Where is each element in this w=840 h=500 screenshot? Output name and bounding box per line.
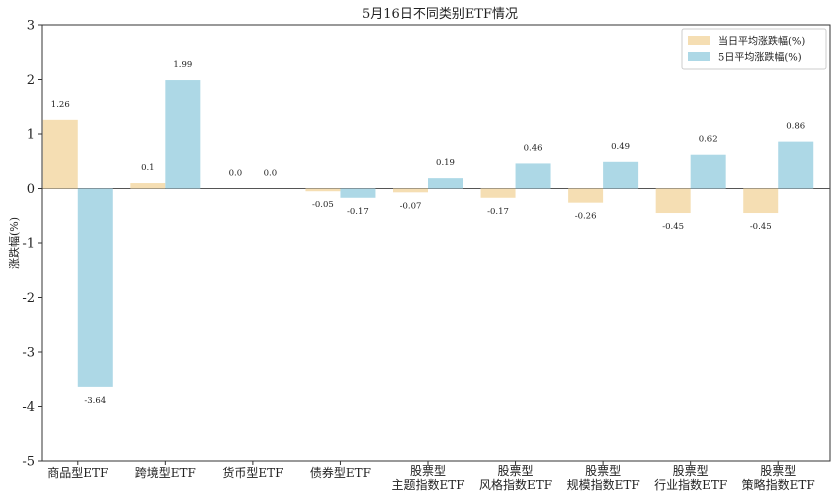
bar <box>305 188 341 192</box>
x-tick-label: 股票型 <box>673 464 709 478</box>
bar <box>655 188 691 214</box>
x-tick-label: 货币型ETF <box>222 465 283 480</box>
data-label: 0.0 <box>229 169 243 179</box>
y-tick-label: 3 <box>27 19 35 34</box>
x-tick-label: 股票型 <box>410 464 446 478</box>
plot-frame <box>41 24 831 462</box>
data-label: 0.46 <box>524 143 543 153</box>
data-label: 1.26 <box>51 100 70 110</box>
data-label: -3.64 <box>84 396 106 406</box>
data-label: 0.86 <box>786 122 805 132</box>
bar <box>393 188 428 193</box>
bar <box>568 188 604 203</box>
data-label: 0.19 <box>436 158 455 168</box>
y-tick-label: -3 <box>22 346 35 361</box>
y-tick-label: -2 <box>22 291 35 306</box>
data-label: -0.45 <box>662 222 684 232</box>
data-label: 0.1 <box>141 163 155 173</box>
x-tick-label: 跨境型ETF <box>135 465 196 480</box>
x-tick-label: 股票型 <box>760 464 796 478</box>
x-tick-label: 风格指数ETF <box>479 477 552 492</box>
data-label: 0.0 <box>264 169 278 179</box>
bar <box>428 178 463 189</box>
data-label: -0.07 <box>400 201 422 211</box>
data-label: 0.62 <box>699 135 718 145</box>
legend-swatch <box>688 52 710 61</box>
bar <box>130 183 166 189</box>
bar <box>778 141 814 189</box>
y-tick-label: -4 <box>22 400 35 415</box>
legend-swatch <box>688 36 710 45</box>
x-tick-label: 债券型ETF <box>310 465 371 480</box>
bar <box>480 188 516 198</box>
data-label: -0.17 <box>487 207 509 217</box>
x-tick-label: 策略指数ETF <box>742 477 815 492</box>
bar <box>743 188 779 214</box>
data-label: -0.17 <box>347 207 369 217</box>
x-tick-label: 行业指数ETF <box>654 477 727 492</box>
bar <box>603 161 639 189</box>
y-tick-label: -1 <box>22 237 35 252</box>
data-label: -0.45 <box>750 222 772 232</box>
x-tick-label: 主题指数ETF <box>391 477 464 492</box>
x-tick-label: 股票型 <box>498 464 534 478</box>
chart-title: 5月16日不同类别ETF情况 <box>362 7 518 22</box>
legend-entry: 当日平均涨跌幅(%) <box>718 35 805 48</box>
y-tick-label: -5 <box>22 455 35 470</box>
legend: 当日平均涨跌幅(%) 5日平均涨跌幅(%) <box>681 28 827 70</box>
bar <box>77 188 113 387</box>
x-tick-label: 商品型ETF <box>47 465 108 480</box>
legend-box <box>681 28 827 70</box>
bar <box>690 154 726 189</box>
y-tick-label: 0 <box>27 182 35 197</box>
x-tick-label: 股票型 <box>585 464 621 478</box>
plot-area: -5 -4 -3 -2 -1 0 1 2 3 商品型ETF 1.26 -3.64 跨境型ETF 0.1 1.… <box>22 19 831 492</box>
bar <box>515 163 551 189</box>
y-tick-label: 1 <box>27 128 35 143</box>
bar <box>165 80 201 189</box>
data-label: -0.05 <box>312 200 334 210</box>
bar <box>340 188 376 198</box>
data-label: 0.49 <box>611 142 630 152</box>
y-axis-label: 涨跌幅(%) <box>7 217 21 269</box>
data-label: -0.26 <box>575 212 597 222</box>
legend-entry: 5日平均涨跌幅(%) <box>718 51 802 64</box>
x-tick-label: 规模指数ETF <box>567 477 640 492</box>
data-label: 1.99 <box>173 60 192 70</box>
bar <box>42 119 78 189</box>
y-tick-label: 2 <box>27 73 35 88</box>
